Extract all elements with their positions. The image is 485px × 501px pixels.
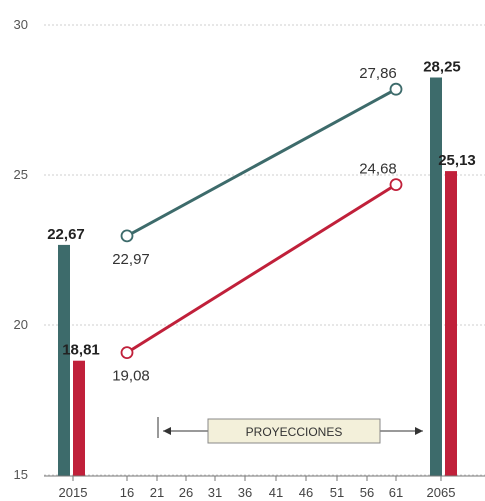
bar	[73, 360, 85, 476]
y-tick-label: 25	[14, 167, 28, 182]
arrow-right-icon	[415, 427, 423, 435]
x-tick-label: 16	[120, 485, 134, 500]
data-point	[389, 82, 403, 96]
data-point	[120, 346, 134, 360]
x-tick-label: 26	[179, 485, 193, 500]
grid	[44, 24, 485, 476]
y-tick-label: 30	[14, 17, 28, 32]
y-tick-label: 20	[14, 317, 28, 332]
arrow-left-icon	[163, 427, 171, 435]
point-value-label: 27,86	[359, 65, 397, 82]
point-value-label: 24,68	[359, 161, 397, 178]
series-lines: 22,97 27,86 19,08 24,68	[112, 65, 403, 385]
y-tick-label: 15	[14, 467, 28, 482]
point-value-label: 22,97	[112, 251, 150, 268]
data-point	[389, 178, 403, 192]
x-tick-label: 2065	[427, 485, 456, 500]
point-value-label: 19,08	[112, 368, 150, 385]
series-line	[126, 87, 397, 238]
x-tick-label: 2015	[59, 485, 88, 500]
x-tick-label: 21	[150, 485, 164, 500]
x-tick-label: 36	[238, 485, 252, 500]
x-tick-label: 41	[269, 485, 283, 500]
x-tick-label: 56	[360, 485, 374, 500]
x-axis: 2015 16 21 26 31 36 41 46 51 56 61 2065	[44, 475, 485, 500]
bar-value-label: 22,67	[47, 226, 85, 243]
projection-annotation: PROYECCIONES	[157, 417, 423, 444]
bar-value-label: 18,81	[62, 342, 100, 359]
bar-value-label: 28,25	[423, 59, 461, 76]
x-tick-label: 31	[208, 485, 222, 500]
bar	[430, 77, 442, 476]
data-point	[120, 229, 134, 243]
x-tick-label: 51	[330, 485, 344, 500]
y-axis: 15 20 25 30	[14, 17, 28, 482]
projection-box	[207, 418, 381, 444]
x-tick-label: 61	[389, 485, 403, 500]
bar-value-label: 25,13	[438, 152, 476, 169]
projection-label: PROYECCIONES	[246, 425, 343, 439]
bars: 22,67 18,81 28,25 25,13	[47, 59, 476, 476]
x-tick-label: 46	[299, 485, 313, 500]
bar	[445, 171, 457, 476]
series-line	[126, 183, 397, 354]
bar	[58, 244, 70, 476]
